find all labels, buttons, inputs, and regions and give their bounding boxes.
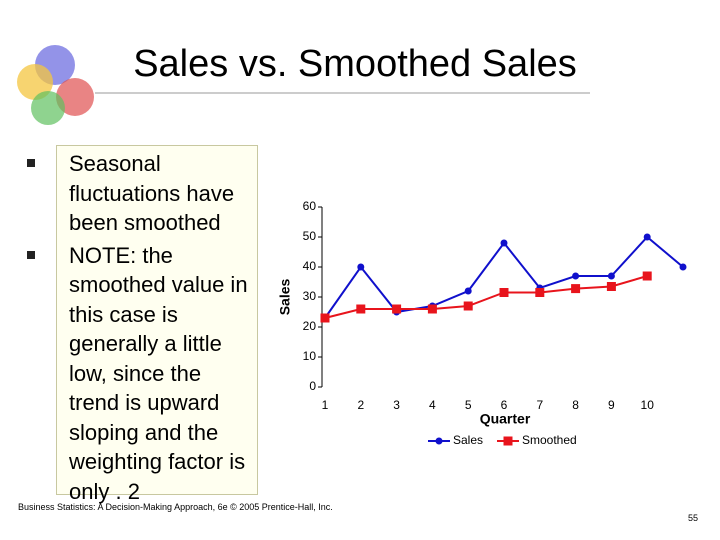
decor [31, 91, 65, 125]
slide-title: Sales vs. Smoothed Sales [133, 43, 577, 85]
marker [679, 263, 687, 271]
marker [572, 272, 580, 280]
y-tick-label: 60 [303, 199, 317, 213]
y-tick-label: 30 [303, 289, 317, 303]
y-tick-label: 50 [303, 229, 317, 243]
marker [464, 287, 472, 295]
y-axis-title: Sales [277, 278, 293, 315]
decor [17, 64, 53, 100]
bullet: Seasonal fluctuations have been smoothed [27, 149, 254, 238]
series-line [324, 275, 648, 319]
legend-marker [435, 437, 443, 445]
marker [320, 313, 330, 323]
y-tick-label: 20 [303, 319, 317, 333]
page-number: 55 [687, 513, 698, 523]
text-box: Seasonal fluctuations have been smoothed… [27, 145, 258, 504]
marker [535, 288, 545, 297]
y-tick-label: 10 [303, 349, 317, 363]
marker [392, 304, 402, 314]
marker [500, 239, 508, 247]
x-axis-title: Quarter [480, 411, 531, 427]
x-tick-label: 10 [641, 398, 655, 412]
marker [643, 233, 651, 241]
series-line [324, 235, 684, 319]
marker [356, 304, 366, 314]
marker [463, 301, 473, 311]
legend-label: Sales [453, 433, 483, 447]
marker [642, 271, 652, 281]
x-tick-label: 9 [608, 398, 615, 412]
y-tick-label: 40 [303, 259, 317, 273]
x-tick-label: 1 [322, 398, 329, 412]
legend-label: Smoothed [522, 433, 577, 447]
marker [571, 284, 581, 294]
marker [607, 272, 615, 280]
marker [427, 304, 437, 314]
footer: Business Statistics: A Decision-Making A… [18, 502, 333, 512]
x-tick-label: 5 [465, 398, 472, 412]
x-tick-label: 6 [501, 398, 508, 412]
x-tick-label: 8 [572, 398, 579, 412]
marker [499, 288, 509, 297]
x-tick-label: 4 [429, 398, 436, 412]
bullet: NOTE: the smoothed value in this case is… [27, 241, 254, 507]
marker [357, 263, 365, 271]
x-tick-label: 2 [357, 398, 364, 412]
x-tick-label: 7 [536, 398, 543, 412]
marker [606, 282, 616, 291]
decor [56, 78, 94, 116]
y-tick-label: 0 [309, 379, 316, 393]
legend-marker [503, 436, 513, 446]
x-tick-label: 3 [393, 398, 400, 412]
